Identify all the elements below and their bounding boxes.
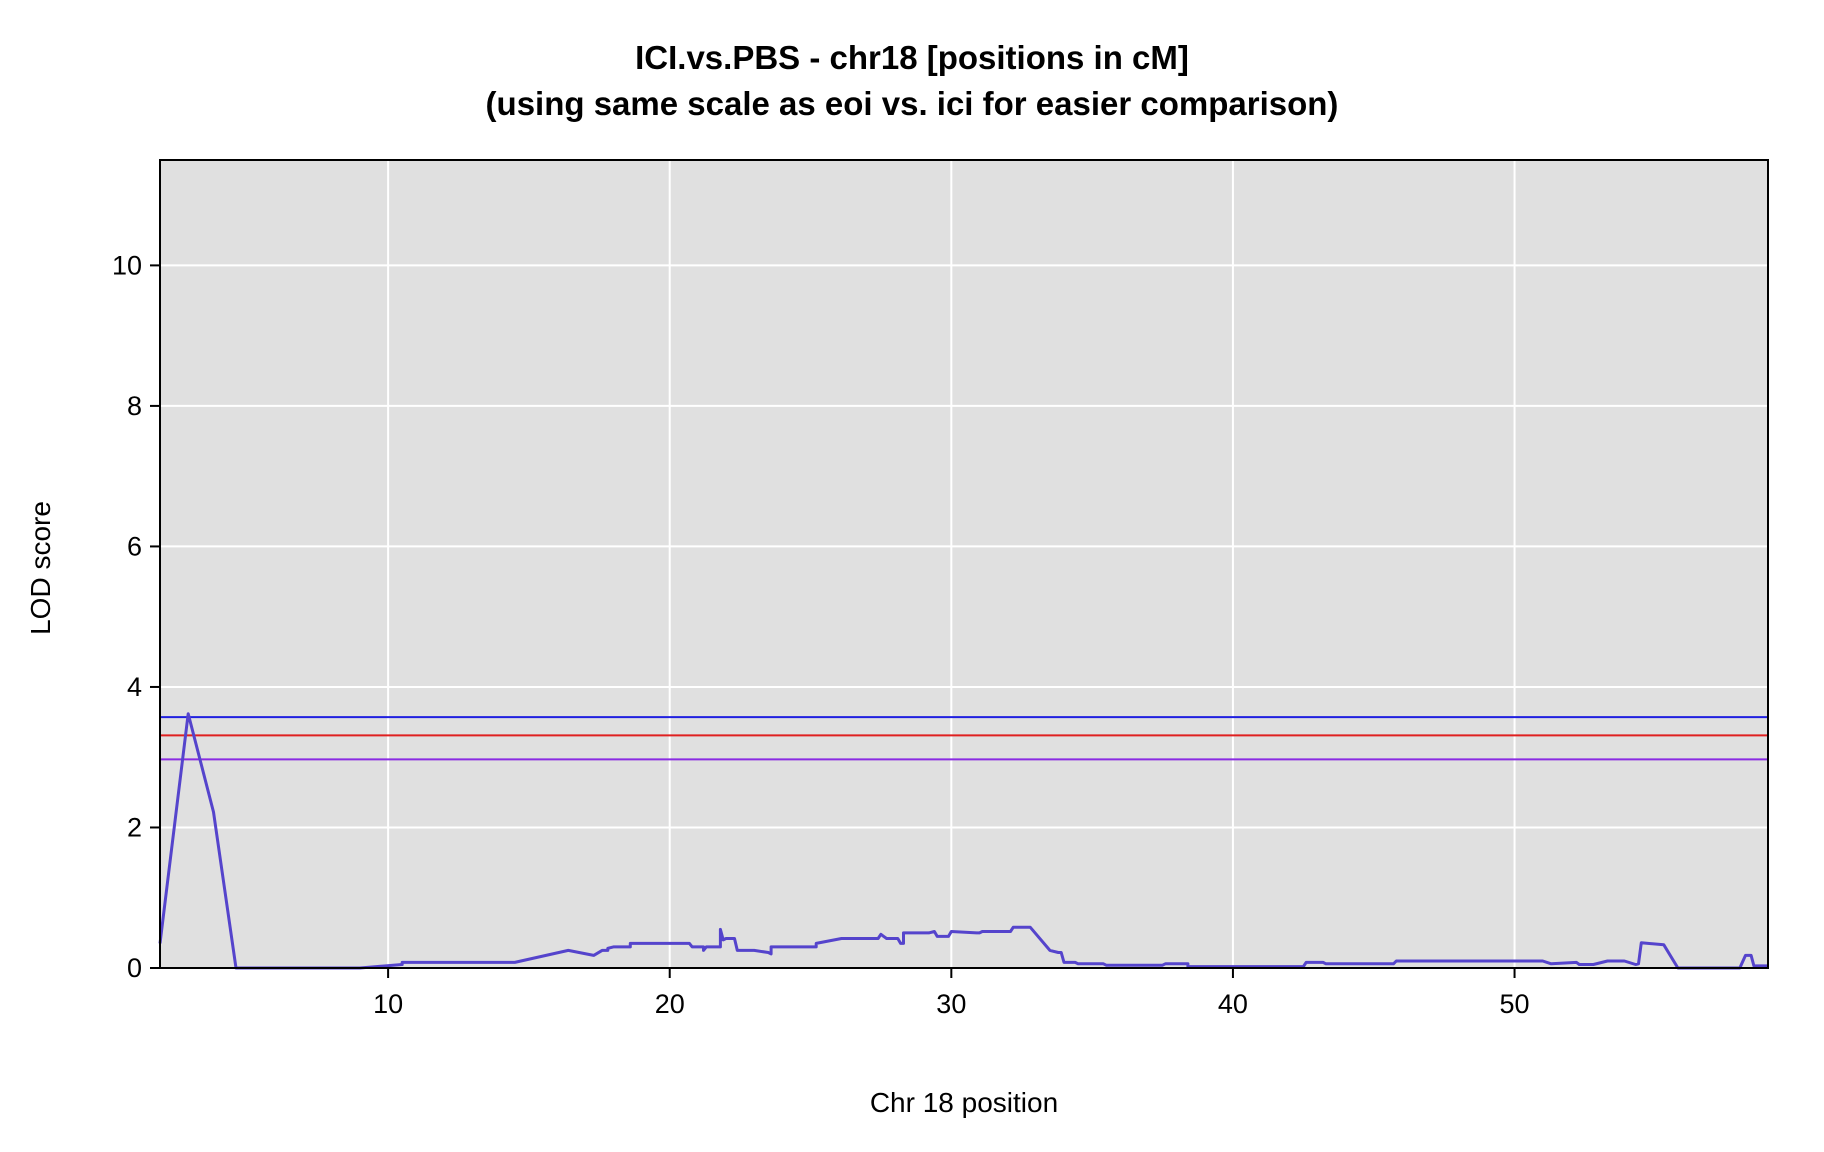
y-tick-label: 6 xyxy=(127,531,142,561)
grid-lines xyxy=(160,160,1768,969)
x-axis: 10 20 30 40 50 xyxy=(373,968,1530,1019)
x-tick-label: 50 xyxy=(1500,989,1530,1019)
series-group xyxy=(158,712,1768,970)
x-tick-label: 40 xyxy=(1218,989,1248,1019)
chart-subtitle: (using same scale as eoi vs. ici for eas… xyxy=(485,85,1339,122)
y-axis: 0 2 4 6 8 10 xyxy=(112,250,160,983)
x-tick-label: 10 xyxy=(373,989,403,1019)
y-tick-label: 10 xyxy=(112,250,142,280)
y-tick-label: 0 xyxy=(127,953,142,983)
plot-frame xyxy=(159,159,1769,969)
lod-series-line xyxy=(158,712,1768,970)
y-axis-label: LOD score xyxy=(25,501,56,635)
x-axis-label: Chr 18 position xyxy=(870,1087,1058,1118)
threshold-lines xyxy=(160,716,1768,761)
y-tick-label: 2 xyxy=(127,812,142,842)
y-tick-label: 4 xyxy=(127,672,142,702)
x-tick-label: 20 xyxy=(655,989,685,1019)
x-tick-label: 30 xyxy=(936,989,966,1019)
y-tick-label: 8 xyxy=(127,391,142,421)
chart-title: ICI.vs.PBS - chr18 [positions in cM] xyxy=(635,39,1189,76)
plot-background xyxy=(160,160,1768,968)
